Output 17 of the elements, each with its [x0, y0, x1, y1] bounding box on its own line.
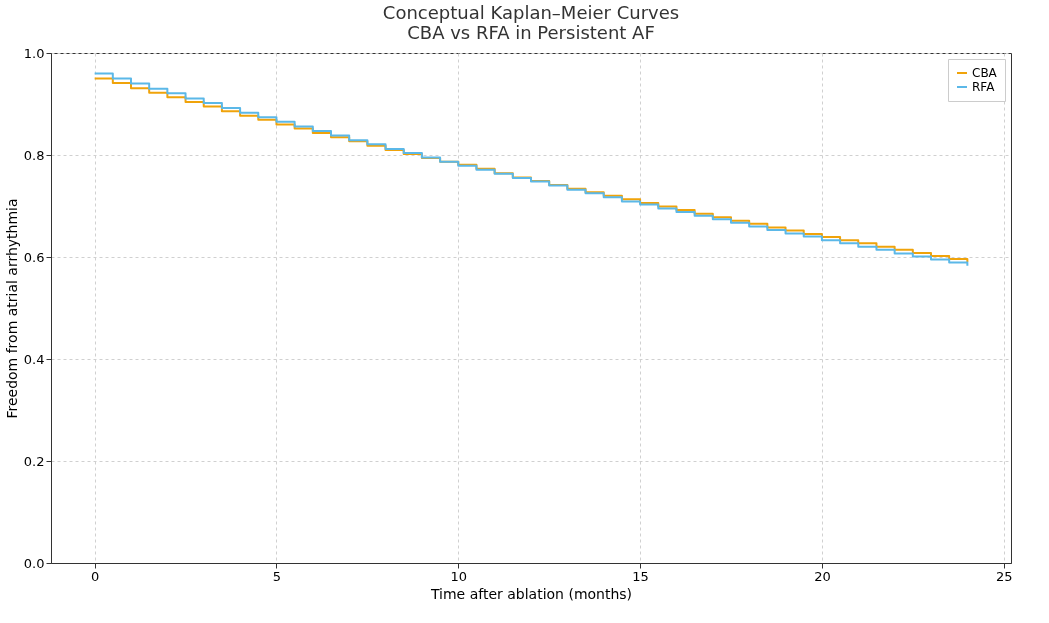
y-tick-label: 0.8	[23, 147, 45, 163]
y-tick-label: 0.4	[23, 351, 45, 367]
x-tick-label: 15	[632, 568, 649, 584]
x-tick-label: 5	[272, 568, 282, 584]
chart-title: Conceptual Kaplan–Meier Curves CBA vs RFA in Persistent AF	[382, 2, 680, 43]
y-tick-label: 0.2	[23, 453, 45, 469]
x-tick-label: 0	[91, 568, 100, 584]
x-tick-label: 10	[450, 568, 468, 584]
legend-label: CBA	[972, 66, 998, 80]
y-tick-label: 0.6	[23, 249, 45, 265]
y-tick-label: 1.0	[23, 45, 45, 61]
y-tick-label: 0.0	[23, 555, 45, 571]
x-axis-title: Time after ablation (months)	[429, 585, 633, 602]
x-tick-label: 20	[814, 568, 831, 584]
y-axis-title: Freedom from atrial arrhythmia	[3, 198, 20, 419]
legend-label: RFA	[972, 80, 996, 94]
x-tick-label: 25	[995, 568, 1013, 584]
